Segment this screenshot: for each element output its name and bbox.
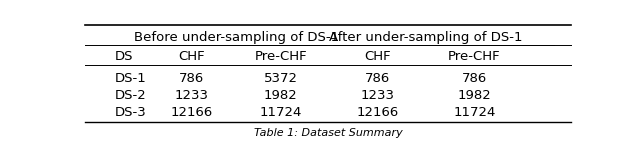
Text: Pre-CHF: Pre-CHF <box>448 50 500 63</box>
Text: Before under-sampling of DS-1: Before under-sampling of DS-1 <box>134 31 339 44</box>
Text: DS-1: DS-1 <box>115 72 147 85</box>
Text: 786: 786 <box>461 72 487 85</box>
Text: DS-3: DS-3 <box>115 106 147 119</box>
Text: CHF: CHF <box>364 50 391 63</box>
Text: After under-sampling of DS-1: After under-sampling of DS-1 <box>329 31 523 44</box>
Text: 11724: 11724 <box>260 106 302 119</box>
Text: 12166: 12166 <box>170 106 212 119</box>
Text: DS-2: DS-2 <box>115 89 147 102</box>
Text: Table 1: Dataset Summary: Table 1: Dataset Summary <box>253 128 403 138</box>
Text: DS: DS <box>115 50 133 63</box>
Text: 12166: 12166 <box>356 106 399 119</box>
Text: 5372: 5372 <box>264 72 298 85</box>
Text: CHF: CHF <box>179 50 205 63</box>
Text: 786: 786 <box>179 72 204 85</box>
Text: 1982: 1982 <box>458 89 491 102</box>
Text: 11724: 11724 <box>453 106 495 119</box>
Text: Pre-CHF: Pre-CHF <box>255 50 307 63</box>
Text: 1233: 1233 <box>175 89 209 102</box>
Text: 1982: 1982 <box>264 89 298 102</box>
Text: 786: 786 <box>365 72 390 85</box>
Text: 1233: 1233 <box>360 89 395 102</box>
